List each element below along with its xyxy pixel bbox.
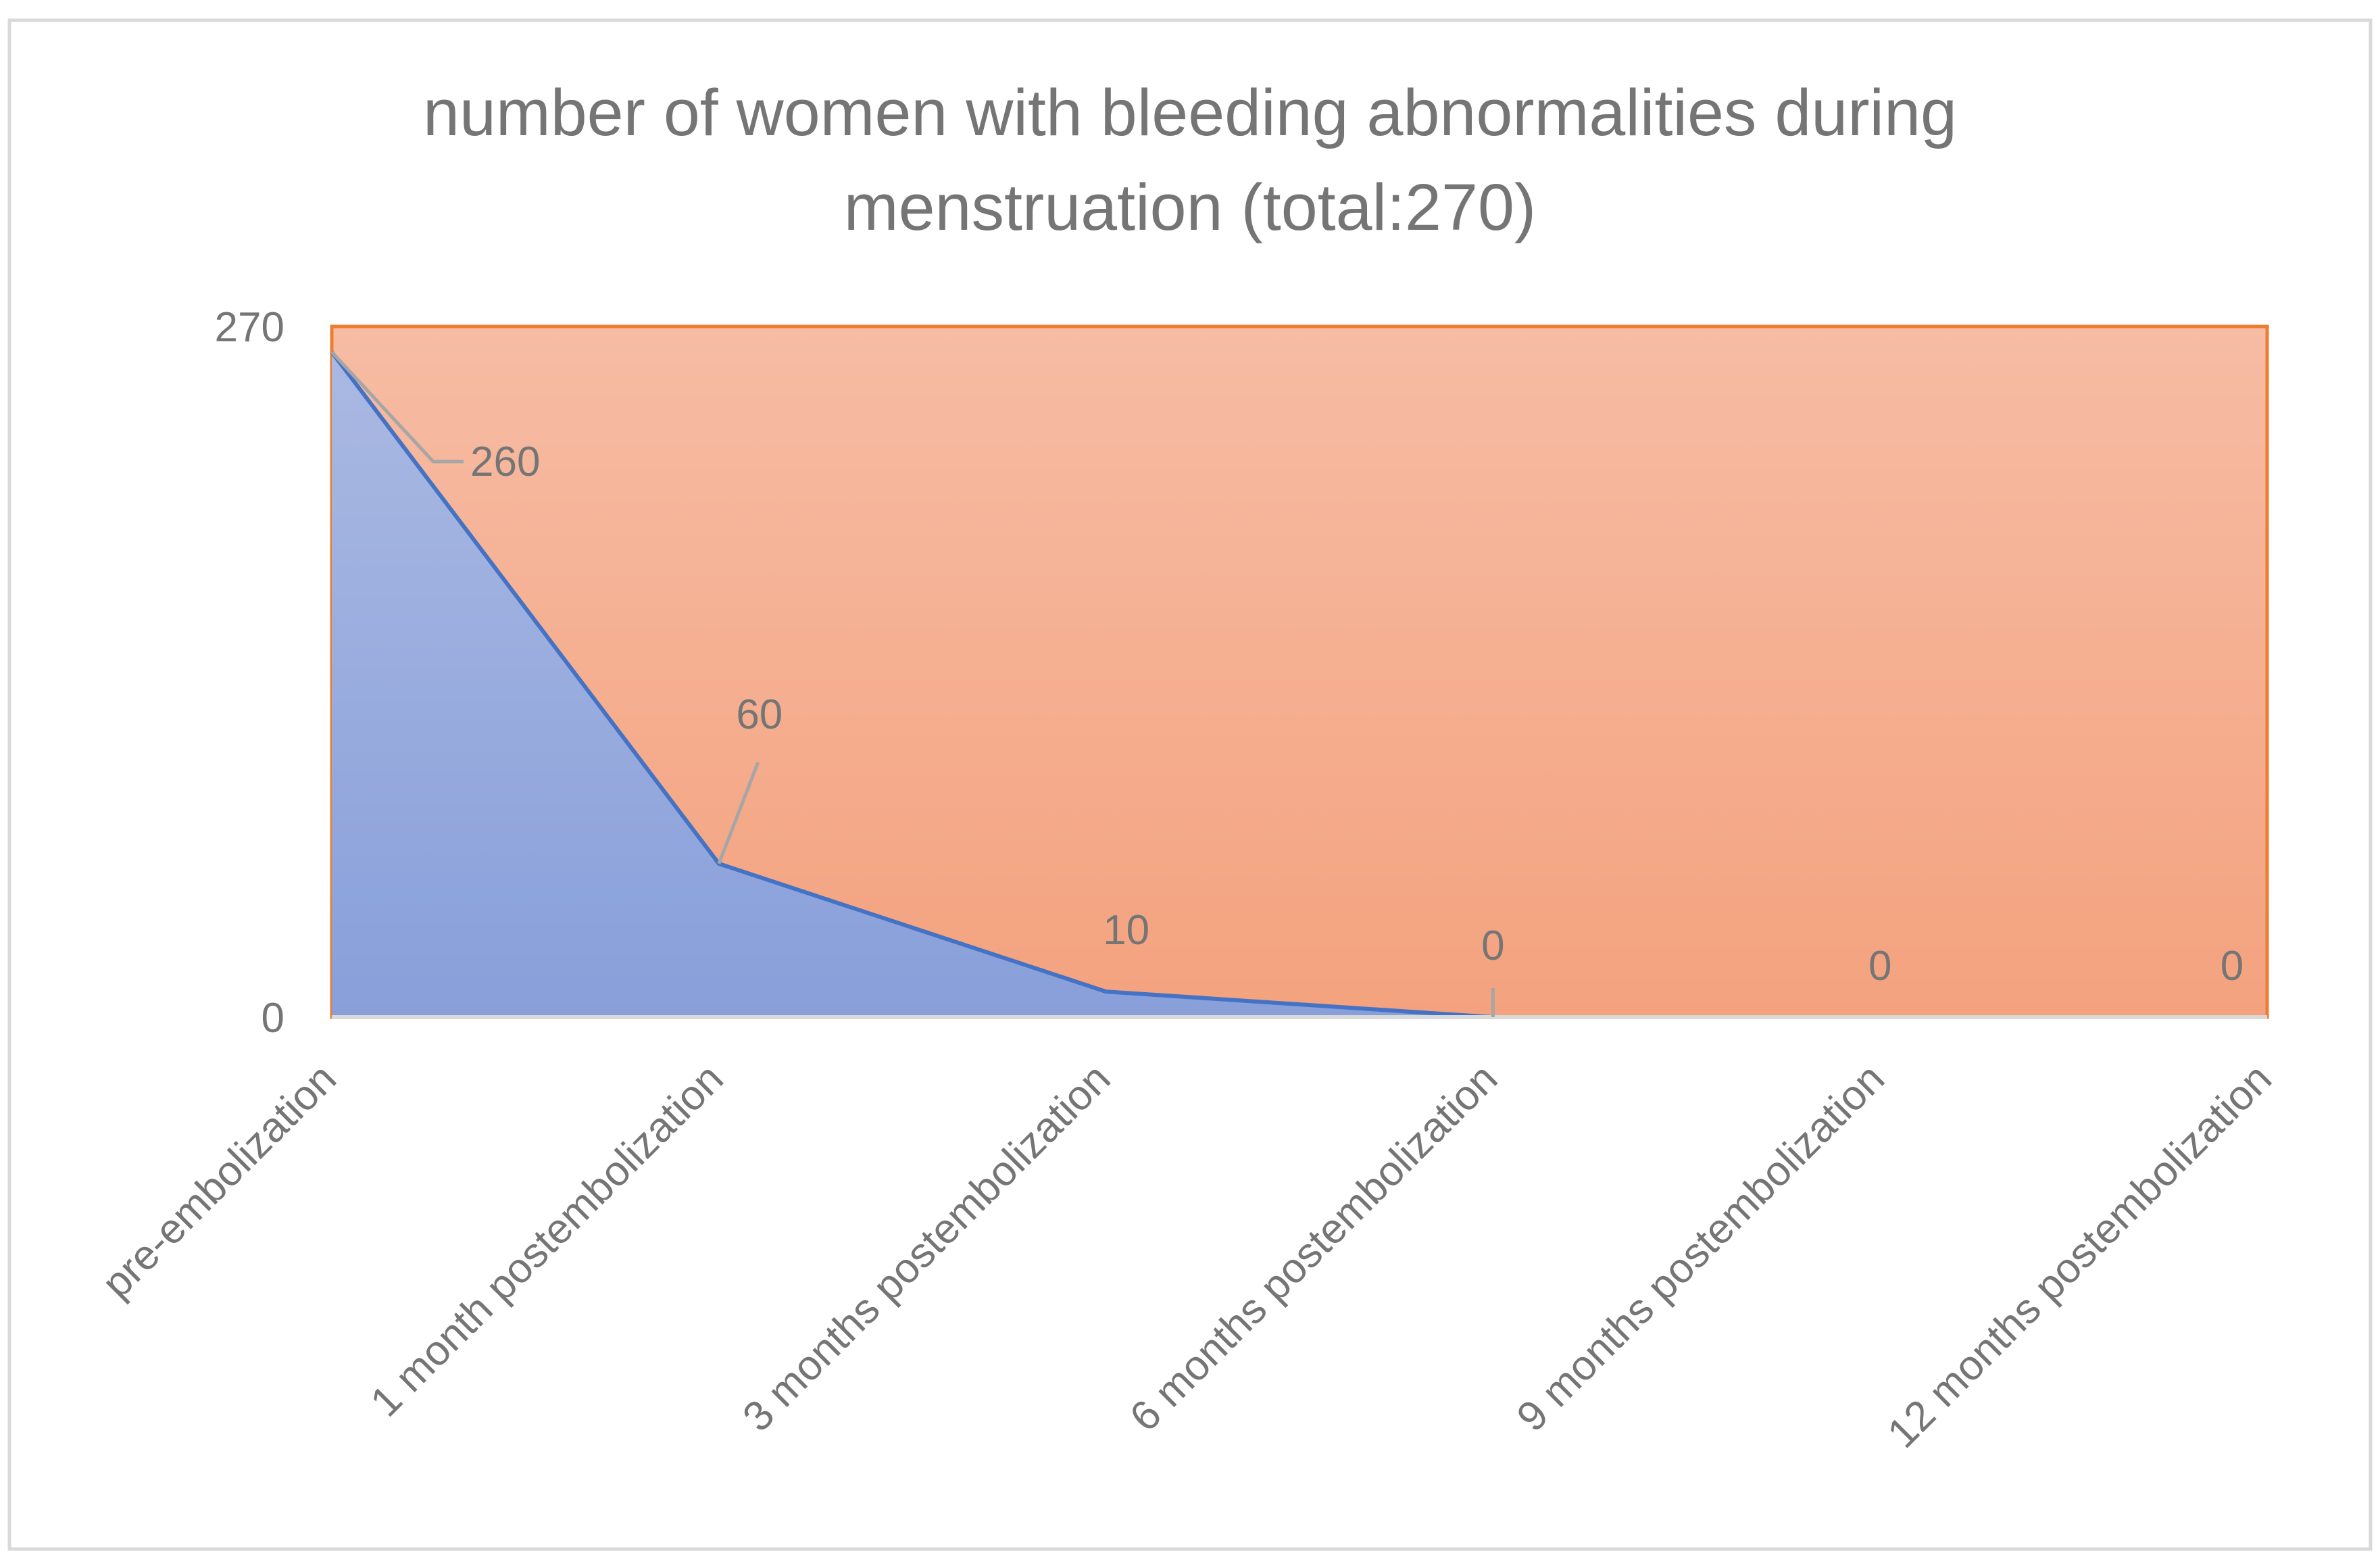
bleeding-area xyxy=(332,351,2267,1017)
data-label: 0 xyxy=(1868,943,1891,989)
data-label-leader xyxy=(717,761,760,864)
y-axis-tick-label: 270 xyxy=(215,304,284,351)
data-label: 0 xyxy=(2221,943,2243,989)
data-label: 0 xyxy=(1481,923,1504,969)
chart-title-line-1: number of women with bleeding abnormalit… xyxy=(423,76,1957,149)
chart-title-line-2: menstruation (total:270) xyxy=(844,170,1536,244)
data-label: 60 xyxy=(736,691,783,738)
total-area xyxy=(330,324,2269,1019)
y-axis-tick-label: 0 xyxy=(262,995,284,1042)
data-label-leader xyxy=(330,351,464,464)
data-label: 260 xyxy=(470,439,540,485)
data-label: 10 xyxy=(1103,907,1149,954)
